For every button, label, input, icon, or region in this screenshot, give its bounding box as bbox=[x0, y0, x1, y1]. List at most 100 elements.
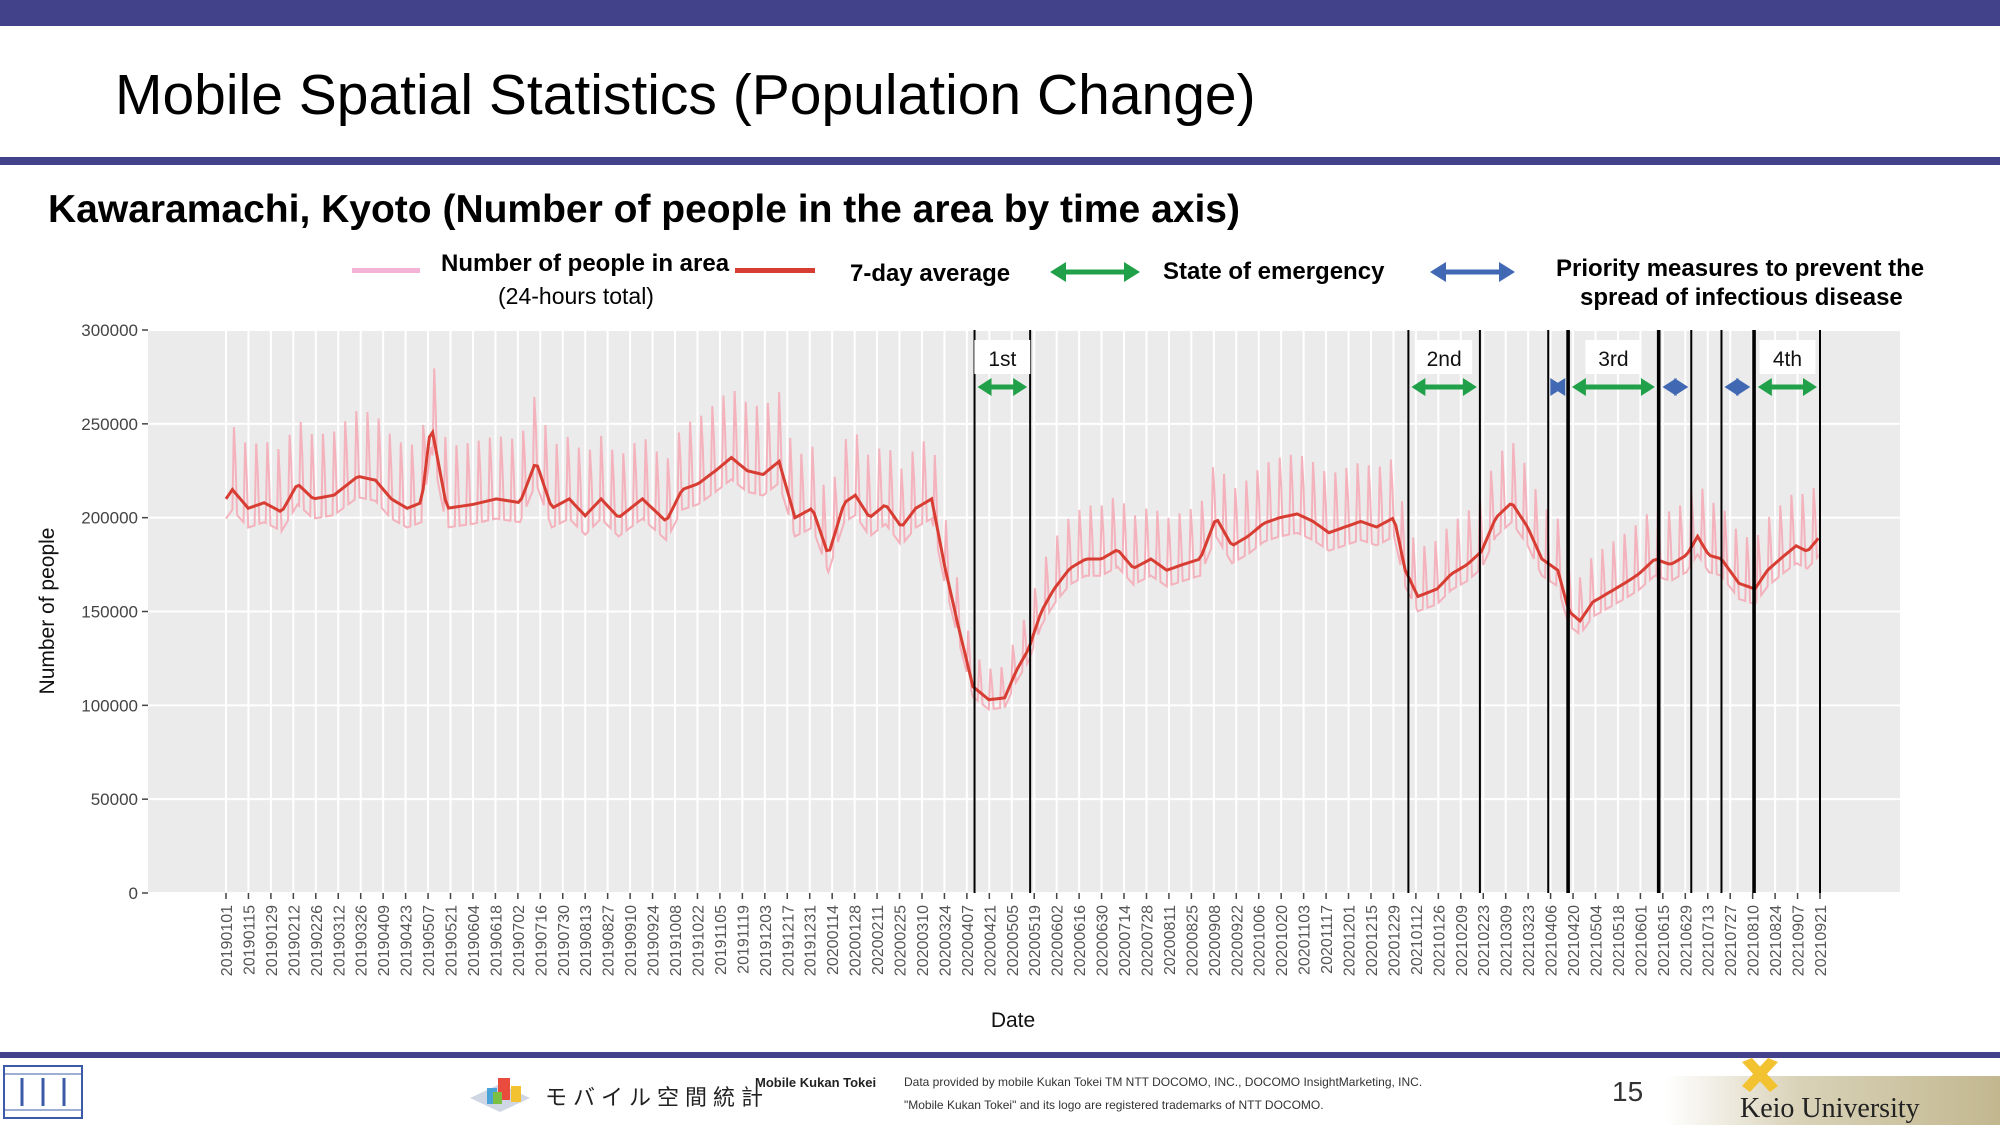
priority-arrow-head-right bbox=[1550, 378, 1565, 396]
emergency-label-box bbox=[1759, 340, 1816, 374]
x-tick-label: 20201117 bbox=[1319, 905, 1336, 974]
x-tick-label: 20210126 bbox=[1431, 905, 1448, 976]
x-tick-label: 20210824 bbox=[1768, 905, 1785, 976]
x-tick-label: 20190910 bbox=[623, 905, 640, 976]
x-tick-label: 20200505 bbox=[1005, 905, 1022, 976]
x-tick-label: 20210406 bbox=[1544, 905, 1561, 976]
x-tick-label: 20190827 bbox=[601, 905, 618, 976]
x-tick-label: 20201215 bbox=[1364, 905, 1381, 976]
x-tick-label: 20210615 bbox=[1656, 905, 1673, 976]
x-tick-label: 20200519 bbox=[1027, 905, 1044, 976]
x-tick-label: 20190716 bbox=[533, 905, 550, 976]
slide-title: Mobile Spatial Statistics (Population Ch… bbox=[115, 63, 1256, 127]
x-tick-label: 20201103 bbox=[1297, 905, 1314, 975]
x-tick-label: 20190813 bbox=[578, 905, 595, 976]
population-chart: 0 50000 100000 150000 200000 250000 300000 2019… bbox=[36, 321, 1900, 1032]
x-tick-label: 20190226 bbox=[309, 905, 326, 976]
emergency-label: 1st bbox=[988, 348, 1016, 371]
emergency-arrow-head-left bbox=[1411, 378, 1426, 396]
seven-day-average-line bbox=[224, 428, 1820, 702]
x-tick-label: 20201229 bbox=[1386, 905, 1403, 976]
legend-daily-swatch bbox=[352, 268, 420, 273]
x-tick-label: 20210223 bbox=[1476, 905, 1493, 976]
x-tick-label: 20210112 bbox=[1409, 905, 1426, 975]
x-tick-label: 20190101 bbox=[219, 905, 236, 976]
x-tick-label: 20190702 bbox=[511, 905, 528, 976]
x-tick-label: 20191008 bbox=[668, 905, 685, 976]
x-tick-label: 20201006 bbox=[1252, 905, 1269, 976]
x-tick-label: 20210601 bbox=[1633, 905, 1650, 976]
x-tick-label: 20191217 bbox=[780, 905, 797, 976]
x-tick-label: 20190312 bbox=[331, 905, 348, 976]
emergency-arrow-head-left bbox=[977, 378, 992, 396]
institute-logo bbox=[3, 1065, 83, 1119]
legend-priority-label-1: Priority measures to prevent the bbox=[1556, 255, 1925, 282]
legend-daily-sub: (24-hours total) bbox=[498, 283, 654, 309]
emergency-label: 3rd bbox=[1598, 348, 1628, 371]
x-tick-label: 20210209 bbox=[1454, 905, 1471, 976]
x-tick-label: 20190423 bbox=[399, 905, 416, 976]
x-tick-label: 20210309 bbox=[1499, 905, 1516, 976]
trademark-note: "Mobile Kukan Tokei" and its logo are re… bbox=[904, 1098, 1324, 1112]
y-tick-label: 100000 bbox=[81, 696, 138, 715]
x-tick-label: 20200128 bbox=[848, 905, 865, 976]
x-tick-label: 20200310 bbox=[915, 905, 932, 976]
chart-subtitle: Kawaramachi, Kyoto (Number of people in … bbox=[48, 188, 1240, 231]
x-tick-label: 20200114 bbox=[825, 905, 842, 975]
x-tick-label: 20190129 bbox=[264, 905, 281, 976]
keio-university-label: Keio University bbox=[1740, 1093, 1920, 1124]
legend-priority-arrow bbox=[1430, 262, 1515, 282]
emergency-arrow-head-left bbox=[1571, 378, 1586, 396]
x-tick-label: 20200922 bbox=[1229, 905, 1246, 976]
page-number: 15 bbox=[1612, 1076, 1644, 1107]
y-tick-label: 300000 bbox=[81, 321, 138, 340]
x-tick-label: 20191231 bbox=[803, 905, 820, 976]
x-tick-label: 20200908 bbox=[1207, 905, 1224, 976]
x-tick-label: 20210504 bbox=[1588, 905, 1605, 976]
x-tick-label: 20210810 bbox=[1746, 905, 1763, 976]
x-tick-label: 20200811 bbox=[1162, 905, 1179, 975]
x-tick-label: 20190507 bbox=[421, 905, 438, 976]
priority-arrow-head-right bbox=[1674, 378, 1689, 396]
keio-pen-icon bbox=[1742, 1058, 1778, 1092]
x-tick-label: 20200421 bbox=[982, 905, 999, 976]
x-tick-label: 20190924 bbox=[646, 905, 663, 976]
title-rule bbox=[0, 157, 2000, 165]
x-tick-label: 20191022 bbox=[690, 905, 707, 976]
x-tick-label: 20200630 bbox=[1095, 905, 1112, 976]
emergency-arrow-head-right bbox=[1013, 378, 1028, 396]
x-tick-label: 20190618 bbox=[488, 905, 505, 976]
footer-rule bbox=[0, 1052, 2000, 1058]
x-tick-label: 20190326 bbox=[354, 905, 371, 976]
legend-emergency-label: State of emergency bbox=[1163, 258, 1385, 285]
x-tick-label: 20190521 bbox=[444, 905, 461, 976]
x-tick-label: 20190730 bbox=[556, 905, 573, 976]
x-tick-label: 20210629 bbox=[1678, 905, 1695, 976]
x-tick-label: 20210518 bbox=[1611, 905, 1628, 976]
x-tick-label: 20210323 bbox=[1521, 905, 1538, 976]
x-tick-label: 20201020 bbox=[1274, 905, 1291, 976]
x-tick-label: 20190212 bbox=[286, 905, 303, 976]
emergency-arrow-head-right bbox=[1640, 378, 1655, 396]
legend-avg-label: 7-day average bbox=[850, 260, 1011, 287]
brand-name: Mobile Kukan Tokei bbox=[755, 1075, 877, 1090]
mobile-kukan-tokei-logo-icon bbox=[470, 1078, 530, 1112]
y-tick-label: 0 bbox=[129, 884, 138, 903]
y-tick-label: 50000 bbox=[91, 790, 138, 809]
y-tick-label: 200000 bbox=[81, 509, 138, 528]
x-tick-label: 20191119 bbox=[735, 905, 752, 974]
emergency-arrow-head-right bbox=[1462, 378, 1477, 396]
x-tick-label: 20210727 bbox=[1723, 905, 1740, 976]
emergency-label-box bbox=[1416, 340, 1473, 374]
x-tick-label: 20200225 bbox=[893, 905, 910, 976]
x-tick-label: 20191203 bbox=[758, 905, 775, 976]
keio-banner bbox=[1665, 1076, 2000, 1125]
x-tick-label: 20210713 bbox=[1701, 905, 1718, 976]
x-tick-label: 20210921 bbox=[1813, 905, 1830, 976]
emergency-label: 2nd bbox=[1427, 348, 1462, 371]
x-tick-label: 20191105 bbox=[713, 905, 730, 975]
legend-priority-label-2: spread of infectious disease bbox=[1580, 284, 1903, 311]
data-provider-note: Data provided by mobile Kukan Tokei TM N… bbox=[904, 1075, 1423, 1089]
y-tick-label: 150000 bbox=[81, 603, 138, 622]
x-tick-label: 20201201 bbox=[1342, 905, 1359, 976]
